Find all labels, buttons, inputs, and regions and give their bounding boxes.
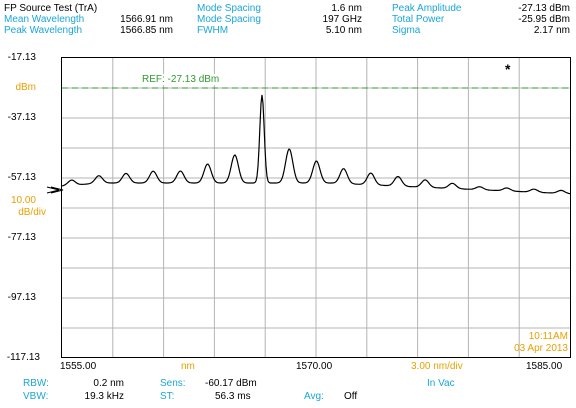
st-value: 56.3 ms — [215, 391, 251, 402]
x-start-label: 1555.00 — [60, 361, 97, 372]
rbw-value: 0.2 nm — [93, 378, 124, 389]
x-center-label: 1570.00 — [296, 361, 333, 372]
x-stop-label: 1585.00 — [526, 361, 563, 372]
sigma-label: Sigma — [392, 25, 421, 36]
total-power-value: -25.95 dBm — [518, 14, 570, 25]
scale-unit: dB/div — [18, 207, 46, 218]
mode-spacing-ghz-value: 197 GHz — [322, 14, 362, 25]
fwhm-value: 5.10 nm — [325, 25, 362, 36]
total-power-label: Total Power — [392, 14, 445, 25]
fwhm-label: FWHM — [197, 25, 229, 36]
vbw-value: 19.3 kHz — [84, 391, 124, 402]
clock-date: 03 Apr 2013 — [514, 343, 568, 354]
spectrum-trace — [61, 94, 571, 195]
marker-asterisk: * — [505, 61, 511, 77]
x-span-label: 3.00 nm/div — [411, 361, 463, 372]
y-tick-label: -17.13 — [7, 52, 36, 63]
sens-label: Sens: — [160, 378, 186, 389]
mean-wavelength-label: Mean Wavelength — [4, 14, 85, 25]
y-tick-label: -37.13 — [7, 112, 36, 123]
scale-value: 10.00 — [10, 195, 36, 206]
peak-wavelength-value: 1566.85 nm — [120, 25, 173, 36]
sens-value: -60.17 dBm — [205, 378, 257, 389]
peak-amplitude-label: Peak Amplitude — [392, 3, 462, 14]
unit-label: dBm — [15, 82, 36, 93]
mean-wavelength-value: 1566.91 nm — [120, 14, 173, 25]
x-unit-label: nm — [181, 361, 195, 372]
peak-amplitude-value: -27.13 dBm — [518, 3, 570, 14]
vbw-label: VBW: — [23, 391, 49, 402]
mode-spacing-nm-value: 1.6 nm — [331, 3, 362, 14]
avg-value: Off — [344, 391, 358, 402]
y-tick-label: -97.13 — [7, 292, 36, 303]
measurement-title: FP Source Test (TrA) — [4, 3, 98, 14]
y-tick-label: -117.13 — [6, 352, 40, 363]
avg-label: Avg: — [304, 391, 324, 402]
y-tick-label: -57.13 — [7, 172, 36, 183]
medium-label: In Vac — [427, 378, 455, 389]
y-tick-label: -77.13 — [7, 232, 36, 243]
grid — [62, 58, 570, 358]
reference-level-arrow-icon — [46, 186, 64, 194]
peak-wavelength-label: Peak Wavelength — [4, 25, 83, 36]
mode-spacing-ghz-label: Mode Spacing — [197, 14, 261, 25]
st-label: ST: — [160, 391, 175, 402]
mode-spacing-nm-label: Mode Spacing — [197, 3, 261, 14]
clock-time: 10:11AM — [528, 331, 568, 342]
rbw-label: RBW: — [23, 378, 49, 389]
plot-frame — [61, 57, 571, 358]
reference-label: REF: -27.13 dBm — [140, 74, 222, 85]
sigma-value: 2.17 nm — [533, 25, 570, 36]
